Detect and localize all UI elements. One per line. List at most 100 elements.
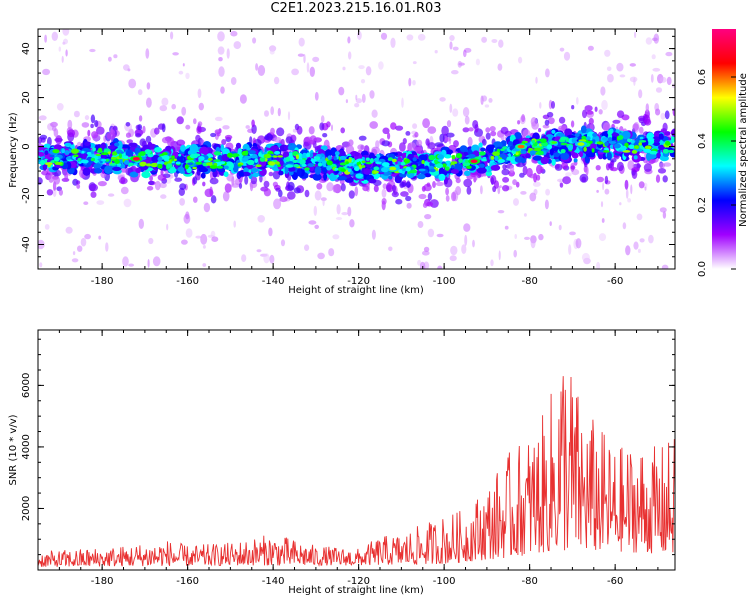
noise-speck xyxy=(182,63,185,67)
band-bright xyxy=(369,158,374,164)
noise-speck xyxy=(427,228,435,238)
band-bright xyxy=(633,145,640,150)
y-tick-label: 4000 xyxy=(21,434,32,459)
noise-speck xyxy=(355,98,363,104)
band-bright xyxy=(54,156,60,162)
noise-speck xyxy=(185,228,193,238)
noise-speck xyxy=(633,241,639,250)
band-core xyxy=(424,173,432,178)
band-core xyxy=(394,175,402,184)
noise-speck xyxy=(484,104,490,108)
noise-speck xyxy=(354,103,360,108)
noise-speck xyxy=(371,229,376,240)
band-halo xyxy=(400,181,407,188)
noise-speck xyxy=(661,264,669,269)
noise-speck xyxy=(604,188,610,195)
noise-speck xyxy=(195,235,202,239)
band-bright xyxy=(490,155,495,160)
band-bright xyxy=(162,152,168,156)
noise-speck xyxy=(63,38,68,45)
band-bright xyxy=(157,156,163,162)
band-halo xyxy=(263,180,270,188)
band-halo xyxy=(340,183,346,192)
band-halo xyxy=(551,101,555,109)
band-bright xyxy=(139,151,146,156)
band-core xyxy=(592,132,597,137)
band-halo xyxy=(381,140,391,147)
band-bright xyxy=(388,157,393,161)
band-bright xyxy=(274,161,280,165)
band-core xyxy=(520,158,527,164)
noise-speck xyxy=(181,239,188,245)
band-bright xyxy=(644,145,652,150)
band-bright xyxy=(560,136,568,141)
band-bright xyxy=(540,138,547,143)
noise-speck xyxy=(170,31,174,40)
band-bright xyxy=(375,161,382,165)
noise-speck xyxy=(419,261,426,269)
band-bright xyxy=(231,153,240,157)
colorbar-label: Normalized spectral amplitude xyxy=(738,73,749,227)
band-bright xyxy=(209,165,218,169)
band-halo xyxy=(544,119,550,126)
noise-speck xyxy=(197,88,202,99)
band-halo xyxy=(632,163,642,169)
noise-speck xyxy=(128,78,137,89)
noise-speck xyxy=(148,237,154,245)
band-halo xyxy=(268,171,274,177)
band-bright xyxy=(551,141,557,144)
noise-speck xyxy=(252,37,257,44)
band-halo xyxy=(581,176,587,183)
noise-speck xyxy=(105,242,109,252)
band-core xyxy=(670,128,675,137)
colorbar-tick-label: 0.2 xyxy=(697,197,708,213)
band-halo xyxy=(427,126,437,134)
band-core xyxy=(459,145,468,153)
noise-speck xyxy=(210,230,216,238)
band-bright xyxy=(466,165,472,169)
band-core xyxy=(368,178,377,184)
band-bright xyxy=(602,137,610,141)
band-core xyxy=(129,171,139,178)
noise-speck xyxy=(568,244,572,255)
band-halo xyxy=(244,175,249,185)
band-bright xyxy=(213,159,221,163)
noise-speck xyxy=(304,244,310,251)
band-core xyxy=(574,133,580,138)
band-halo xyxy=(154,127,160,135)
noise-speck xyxy=(607,73,614,83)
band-halo xyxy=(395,125,404,131)
figure-title: C2E1.2023.215.16.01.R03 xyxy=(270,1,442,16)
noise-speck xyxy=(538,233,544,241)
band-bright xyxy=(326,160,333,166)
band-bright xyxy=(192,166,197,170)
band-halo xyxy=(463,178,473,188)
noise-speck xyxy=(463,223,471,232)
band-halo xyxy=(308,140,316,145)
band-halo xyxy=(500,133,505,141)
band-bright xyxy=(248,150,256,155)
band-halo xyxy=(444,137,451,142)
noise-speck xyxy=(545,68,550,78)
noise-speck xyxy=(107,193,115,197)
noise-speck xyxy=(277,107,281,117)
band-core xyxy=(606,151,612,161)
noise-speck xyxy=(480,185,483,195)
noise-speck xyxy=(273,76,280,85)
noise-speck xyxy=(257,65,266,76)
band-core xyxy=(64,142,72,147)
noise-speck xyxy=(412,61,417,65)
noise-speck xyxy=(161,97,169,106)
band-bright xyxy=(421,160,425,164)
noise-speck xyxy=(347,36,351,44)
band-bright xyxy=(649,150,658,155)
noise-speck xyxy=(412,80,416,86)
colorbar-tick-label: 0.4 xyxy=(697,133,708,149)
band-halo xyxy=(53,128,59,138)
band-core xyxy=(243,167,249,174)
band-bright xyxy=(622,150,631,153)
noise-speck xyxy=(255,63,259,71)
noise-speck xyxy=(84,233,91,240)
noise-speck xyxy=(335,217,343,220)
noise-speck xyxy=(559,47,565,52)
